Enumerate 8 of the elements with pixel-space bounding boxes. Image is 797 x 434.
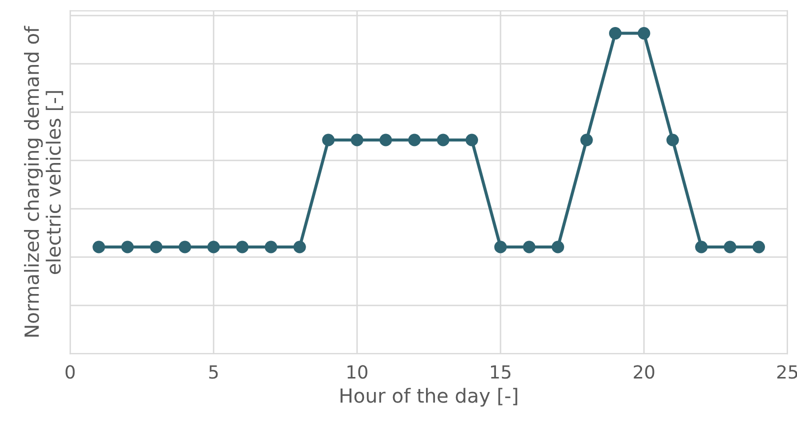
y-axis-title: Normalized charging demand of electric vehicles [-] (24, 26, 64, 337)
x-tick-label: 20 (634, 365, 654, 379)
x-axis-title: Hour of the day [-] (340, 388, 518, 407)
x-tick-label: 10 (348, 365, 368, 379)
x-tick-label: 25 (777, 365, 797, 379)
x-tick-label: 0 (66, 365, 75, 379)
x-tick-label: 5 (209, 365, 218, 379)
x-tick-label: 15 (491, 365, 510, 379)
